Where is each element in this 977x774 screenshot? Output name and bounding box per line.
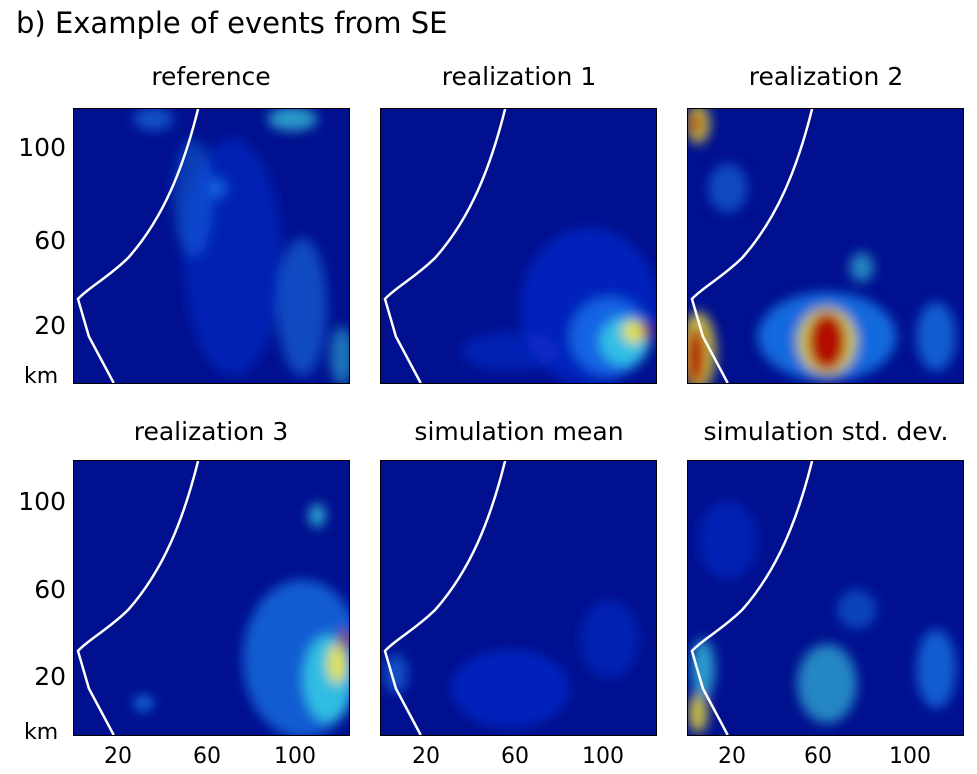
coastline <box>76 461 200 735</box>
y-unit-label: km <box>24 364 59 389</box>
heatmap-panel-simulation-mean <box>380 460 657 736</box>
xtick-label: 100 <box>889 744 931 769</box>
xtick-label: 60 <box>193 744 221 769</box>
xtick-label: 100 <box>274 744 316 769</box>
heatmap-blob <box>450 648 570 729</box>
heatmap-blob <box>697 500 758 580</box>
panel-title-reference: reference <box>151 62 271 91</box>
heatmap-blob <box>339 629 349 649</box>
panel-title-simulation-mean: simulation mean <box>414 417 624 446</box>
heatmap-blob <box>133 695 154 712</box>
ytick-label: 20 <box>34 662 66 691</box>
heatmap-blob <box>277 237 328 377</box>
heatmap-blob <box>173 138 213 258</box>
ytick-label: 60 <box>34 575 66 604</box>
heatmap-blob <box>579 599 640 679</box>
ytick-label: 100 <box>18 487 66 516</box>
xtick-label: 20 <box>104 744 132 769</box>
heatmap-field <box>383 461 640 735</box>
heatmap-blob <box>916 629 957 709</box>
heatmap-blob <box>836 589 877 630</box>
heatmap-blob <box>807 311 847 372</box>
coastline <box>383 461 507 735</box>
heatmap-panel-realization-1 <box>380 108 657 384</box>
ytick-label: 20 <box>34 311 66 340</box>
heatmap-panel-reference <box>73 108 350 384</box>
heatmap-field <box>76 461 349 735</box>
y-unit-label: km <box>24 720 59 745</box>
panel-title-simulation-std: simulation std. dev. <box>703 417 949 446</box>
heatmap-blob <box>330 326 349 383</box>
heatmap-blob <box>690 639 715 699</box>
heatmap-field <box>383 109 656 383</box>
xtick-label: 100 <box>582 744 624 769</box>
heatmap-panel-realization-2 <box>687 108 964 384</box>
heatmap-blob <box>210 178 226 199</box>
coastline <box>383 109 507 383</box>
xtick-label: 60 <box>501 744 529 769</box>
heatmap-blob <box>707 163 748 213</box>
heatmap-blob <box>622 319 647 344</box>
heatmap-blob <box>689 111 702 136</box>
heatmap-blob <box>309 503 326 528</box>
heatmap-blob <box>133 109 174 131</box>
figure-title: b) Example of events from SE <box>16 6 448 40</box>
heatmap-field <box>76 109 349 383</box>
xtick-label: 20 <box>718 744 746 769</box>
panel-title-realization-3: realization 3 <box>133 417 289 446</box>
panel-title-realization-2: realization 2 <box>748 62 904 91</box>
heatmap-blob <box>688 693 708 734</box>
heatmap-panel-simulation-std <box>687 460 964 736</box>
heatmap-field <box>688 461 957 735</box>
heatmap-blob <box>460 331 560 372</box>
xtick-label: 60 <box>804 744 832 769</box>
heatmap-blob <box>797 643 857 724</box>
panel-title-realization-1: realization 1 <box>441 62 597 91</box>
coastline <box>690 109 814 383</box>
coastline <box>690 461 814 735</box>
coastline <box>76 109 200 383</box>
heatmap-blob <box>327 643 348 684</box>
ytick-label: 60 <box>34 226 66 255</box>
heatmap-blob <box>641 325 654 338</box>
ytick-label: 100 <box>18 133 66 162</box>
heatmap-blob <box>267 109 318 131</box>
heatmap-blob <box>688 326 706 383</box>
heatmap-panel-realization-3 <box>73 460 350 736</box>
heatmap-blob <box>849 252 874 283</box>
heatmap-blob <box>916 301 957 372</box>
xtick-label: 20 <box>412 744 440 769</box>
heatmap-field <box>688 109 957 383</box>
